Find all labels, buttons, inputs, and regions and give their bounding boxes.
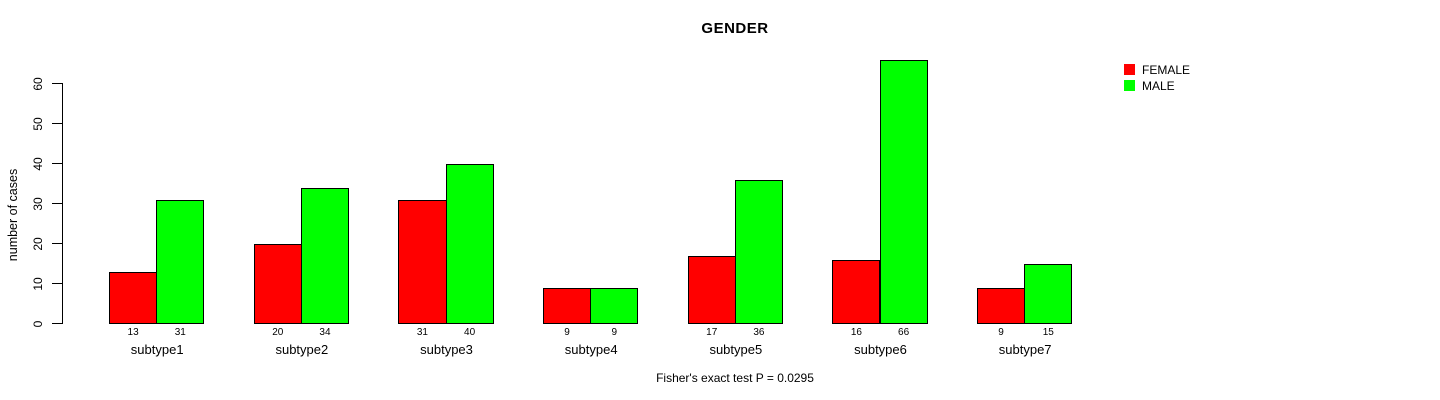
legend-item-male: MALE — [1124, 78, 1190, 93]
bar-value-label: 9 — [564, 327, 570, 338]
fisher-test-caption: Fisher's exact test P = 0.0295 — [656, 371, 814, 385]
y-tick — [52, 243, 63, 244]
bar-value-label: 66 — [898, 327, 910, 338]
y-tick — [52, 123, 63, 124]
y-tick-label: 20 — [31, 237, 45, 251]
category-label-subtype2: subtype2 — [275, 342, 329, 357]
bar-female-subtype7 — [976, 288, 1026, 324]
legend-label: FEMALE — [1142, 62, 1191, 77]
category-label-subtype6: subtype6 — [854, 342, 907, 357]
y-tick-label: 60 — [31, 77, 45, 91]
legend-label: MALE — [1142, 78, 1175, 93]
y-axis-line — [62, 84, 63, 324]
bar-male-subtype1 — [156, 200, 205, 324]
bar-value-label: 17 — [706, 327, 718, 338]
category-label-subtype1: subtype1 — [130, 342, 184, 357]
category-label-subtype4: subtype4 — [564, 342, 618, 357]
bar-value-label: 36 — [753, 327, 765, 338]
bar-value-label: 9 — [611, 327, 618, 338]
chart-title: GENDER — [701, 20, 769, 37]
legend-swatch-male — [1124, 80, 1135, 91]
bar-male-subtype3 — [445, 164, 494, 324]
bar-value-label: 15 — [1042, 327, 1054, 338]
category-label-subtype7: subtype7 — [998, 342, 1052, 357]
bar-female-subtype6 — [832, 260, 881, 324]
y-tick-label: 40 — [31, 157, 45, 171]
bar-value-label: 16 — [850, 327, 862, 338]
legend: FEMALE MALE — [1124, 62, 1190, 94]
bar-male-subtype7 — [1024, 264, 1073, 324]
bar-male-subtype4 — [590, 288, 639, 324]
bar-female-subtype4 — [542, 288, 592, 324]
bar-value-label: 13 — [127, 327, 139, 338]
bar-male-subtype2 — [300, 188, 350, 324]
y-tick-label: 30 — [31, 197, 45, 211]
legend-item-female: FEMALE — [1124, 62, 1190, 77]
legend-swatch-female — [1124, 64, 1135, 75]
y-tick — [52, 323, 63, 324]
y-tick-label: 10 — [31, 277, 45, 291]
bar-female-subtype5 — [687, 256, 736, 324]
y-axis-label: number of cases — [6, 168, 20, 262]
category-label-subtype3: subtype3 — [420, 342, 473, 357]
bar-female-subtype3 — [398, 200, 447, 324]
bar-value-label: 20 — [272, 327, 284, 338]
bar-value-label: 31 — [174, 327, 186, 338]
bar-male-subtype5 — [734, 180, 784, 324]
bar-value-label: 40 — [464, 327, 476, 338]
y-tick-label: 0 — [31, 320, 45, 328]
y-tick-label: 50 — [31, 117, 45, 131]
bar-value-label: 9 — [998, 327, 1004, 338]
category-label-subtype5: subtype5 — [709, 342, 763, 357]
bar-female-subtype2 — [253, 244, 302, 324]
y-tick — [52, 83, 63, 84]
bar-male-subtype6 — [879, 60, 928, 324]
bar-female-subtype1 — [109, 272, 158, 324]
y-tick — [52, 283, 63, 284]
bar-value-label: 34 — [319, 327, 331, 338]
y-tick — [52, 203, 63, 204]
y-tick — [52, 163, 63, 164]
bar-value-label: 31 — [416, 327, 428, 338]
